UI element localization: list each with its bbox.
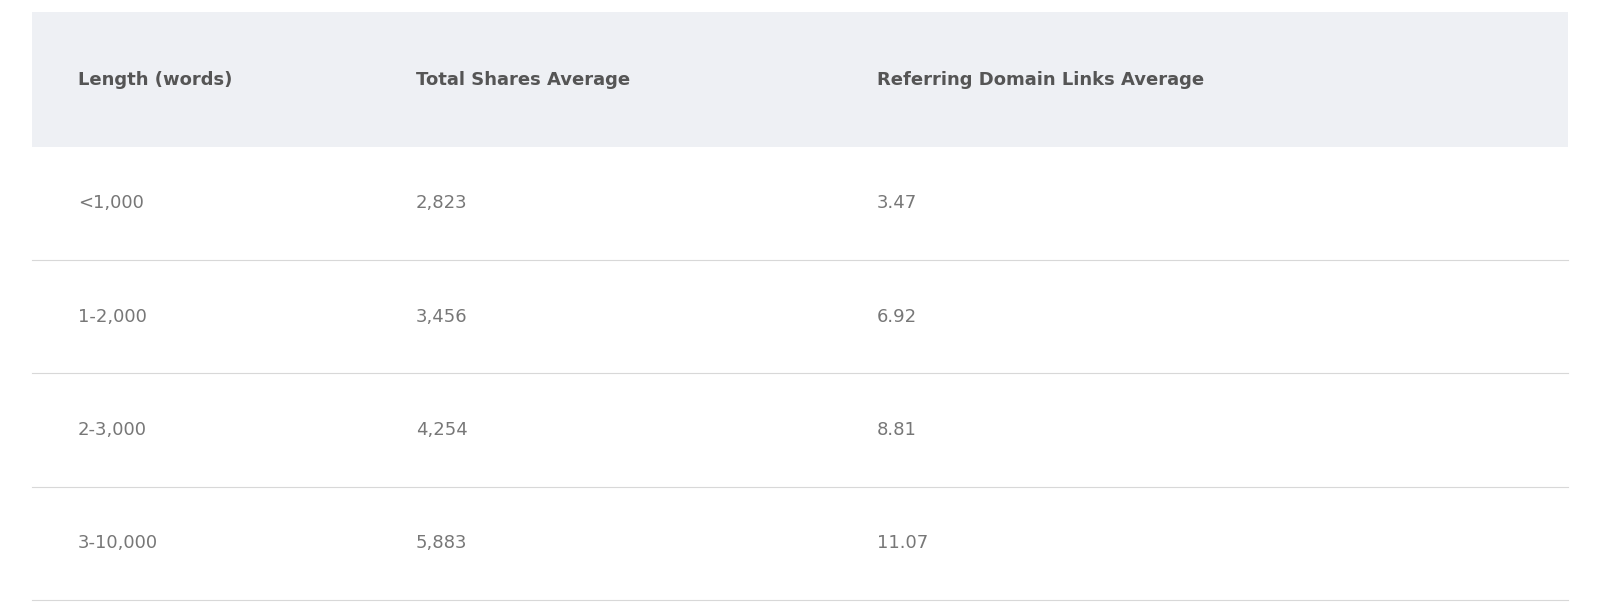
- Bar: [32, 487, 1568, 600]
- Text: Length (words): Length (words): [78, 70, 232, 89]
- Text: <1,000: <1,000: [78, 195, 144, 212]
- Bar: [32, 147, 1568, 260]
- Text: 8.81: 8.81: [877, 421, 917, 439]
- Text: 11.07: 11.07: [877, 534, 928, 552]
- Bar: [32, 12, 1568, 147]
- Text: 2-3,000: 2-3,000: [78, 421, 147, 439]
- Text: 3,456: 3,456: [416, 308, 467, 326]
- Text: 1-2,000: 1-2,000: [78, 308, 147, 326]
- Text: 4,254: 4,254: [416, 421, 467, 439]
- Text: 6.92: 6.92: [877, 308, 917, 326]
- Text: 5,883: 5,883: [416, 534, 467, 552]
- Bar: [32, 373, 1568, 487]
- Text: 3-10,000: 3-10,000: [78, 534, 158, 552]
- Text: Referring Domain Links Average: Referring Domain Links Average: [877, 70, 1203, 89]
- Text: 2,823: 2,823: [416, 195, 467, 212]
- Bar: [32, 260, 1568, 373]
- Text: Total Shares Average: Total Shares Average: [416, 70, 630, 89]
- Text: 3.47: 3.47: [877, 195, 917, 212]
